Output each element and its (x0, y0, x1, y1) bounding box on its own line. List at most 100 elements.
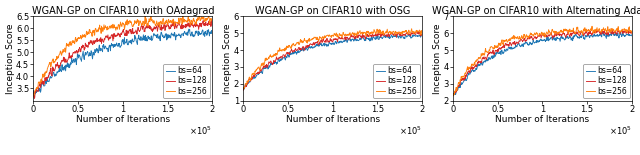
bs=128 (29, 92, 37, 94)
bs=128 (534, 35, 541, 37)
bs=64 (547, 38, 554, 40)
bs=64 (556, 39, 564, 41)
bs=256 (625, 29, 632, 31)
Legend: bs=64, bs=128, bs=256: bs=64, bs=128, bs=256 (163, 64, 210, 98)
Title: WGAN-GP on CIFAR10 with OSG: WGAN-GP on CIFAR10 with OSG (255, 6, 410, 16)
bs=128 (596, 32, 604, 34)
X-axis label: Number of Iterations: Number of Iterations (495, 115, 589, 124)
Line: bs=128: bs=128 (33, 20, 212, 98)
bs=256 (115, 24, 122, 26)
bs=64 (205, 30, 212, 32)
Line: bs=64: bs=64 (453, 32, 632, 95)
bs=64 (418, 35, 426, 37)
Text: $\times10^5$: $\times10^5$ (609, 124, 632, 137)
bs=64 (116, 46, 124, 47)
bs=256 (336, 34, 344, 36)
bs=256 (556, 32, 564, 33)
bs=128 (412, 30, 420, 32)
bs=128 (414, 32, 422, 34)
bs=64 (336, 42, 344, 43)
bs=256 (204, 16, 212, 18)
Line: bs=256: bs=256 (243, 29, 422, 89)
bs=64 (386, 37, 394, 39)
bs=128 (239, 89, 247, 91)
bs=64 (449, 94, 457, 96)
bs=128 (418, 33, 426, 35)
Legend: bs=64, bs=128, bs=256: bs=64, bs=128, bs=256 (583, 64, 630, 98)
bs=64 (185, 28, 193, 30)
bs=256 (209, 20, 216, 22)
bs=128 (116, 35, 124, 37)
bs=256 (116, 28, 124, 30)
bs=256 (239, 88, 247, 90)
bs=128 (31, 97, 38, 99)
bs=128 (208, 19, 216, 21)
Text: $\times10^5$: $\times10^5$ (189, 124, 212, 137)
Title: WGAN-GP on CIFAR10 with OAdagrad: WGAN-GP on CIFAR10 with OAdagrad (31, 6, 214, 16)
bs=128 (127, 31, 134, 33)
Legend: bs=64, bs=128, bs=256: bs=64, bs=128, bs=256 (373, 64, 420, 98)
Line: bs=256: bs=256 (453, 26, 632, 96)
Y-axis label: Inception Score: Inception Score (6, 23, 15, 94)
bs=256 (126, 20, 134, 22)
bs=128 (449, 93, 457, 95)
bs=64 (449, 95, 457, 96)
Text: $\times10^5$: $\times10^5$ (399, 124, 422, 137)
bs=64 (536, 41, 543, 42)
bs=64 (209, 33, 216, 34)
bs=128 (535, 35, 543, 37)
bs=128 (336, 37, 344, 39)
bs=64 (177, 34, 184, 36)
Line: bs=128: bs=128 (453, 30, 632, 94)
bs=128 (386, 33, 394, 35)
bs=64 (29, 89, 37, 91)
bs=128 (346, 37, 353, 39)
bs=256 (536, 32, 543, 34)
bs=256 (628, 32, 636, 34)
bs=256 (29, 95, 37, 97)
bs=256 (386, 31, 394, 33)
bs=256 (449, 95, 457, 97)
bs=64 (596, 34, 604, 36)
bs=128 (556, 34, 563, 36)
bs=128 (325, 41, 333, 43)
X-axis label: Number of Iterations: Number of Iterations (285, 115, 380, 124)
bs=128 (209, 22, 216, 24)
bs=128 (115, 34, 122, 36)
bs=256 (136, 20, 143, 22)
bs=64 (346, 39, 353, 41)
bs=128 (624, 31, 632, 32)
bs=64 (534, 41, 542, 42)
Title: WGAN-GP on CIFAR10 with Alternating Adam: WGAN-GP on CIFAR10 with Alternating Adam (433, 6, 640, 16)
bs=128 (546, 34, 554, 36)
bs=64 (617, 31, 625, 33)
bs=128 (324, 41, 332, 43)
X-axis label: Number of Iterations: Number of Iterations (76, 115, 170, 124)
Line: bs=256: bs=256 (33, 14, 212, 96)
Line: bs=64: bs=64 (33, 29, 212, 96)
bs=128 (204, 22, 212, 24)
bs=64 (31, 95, 38, 97)
bs=256 (547, 32, 554, 34)
bs=256 (325, 34, 333, 36)
bs=128 (136, 30, 144, 31)
bs=64 (405, 33, 413, 35)
bs=256 (418, 34, 426, 36)
bs=256 (195, 13, 203, 15)
Line: bs=64: bs=64 (243, 34, 422, 89)
Y-axis label: Inception Score: Inception Score (223, 23, 232, 94)
bs=64 (127, 39, 134, 41)
bs=64 (115, 43, 122, 44)
Y-axis label: Inception Score: Inception Score (433, 23, 442, 94)
bs=64 (325, 41, 333, 43)
bs=256 (414, 31, 422, 33)
bs=256 (324, 34, 332, 36)
bs=128 (614, 29, 621, 31)
bs=256 (449, 93, 457, 95)
bs=256 (534, 35, 542, 37)
bs=256 (408, 28, 415, 30)
bs=64 (414, 35, 422, 37)
bs=256 (596, 31, 604, 33)
bs=64 (324, 45, 332, 47)
bs=256 (588, 25, 596, 27)
